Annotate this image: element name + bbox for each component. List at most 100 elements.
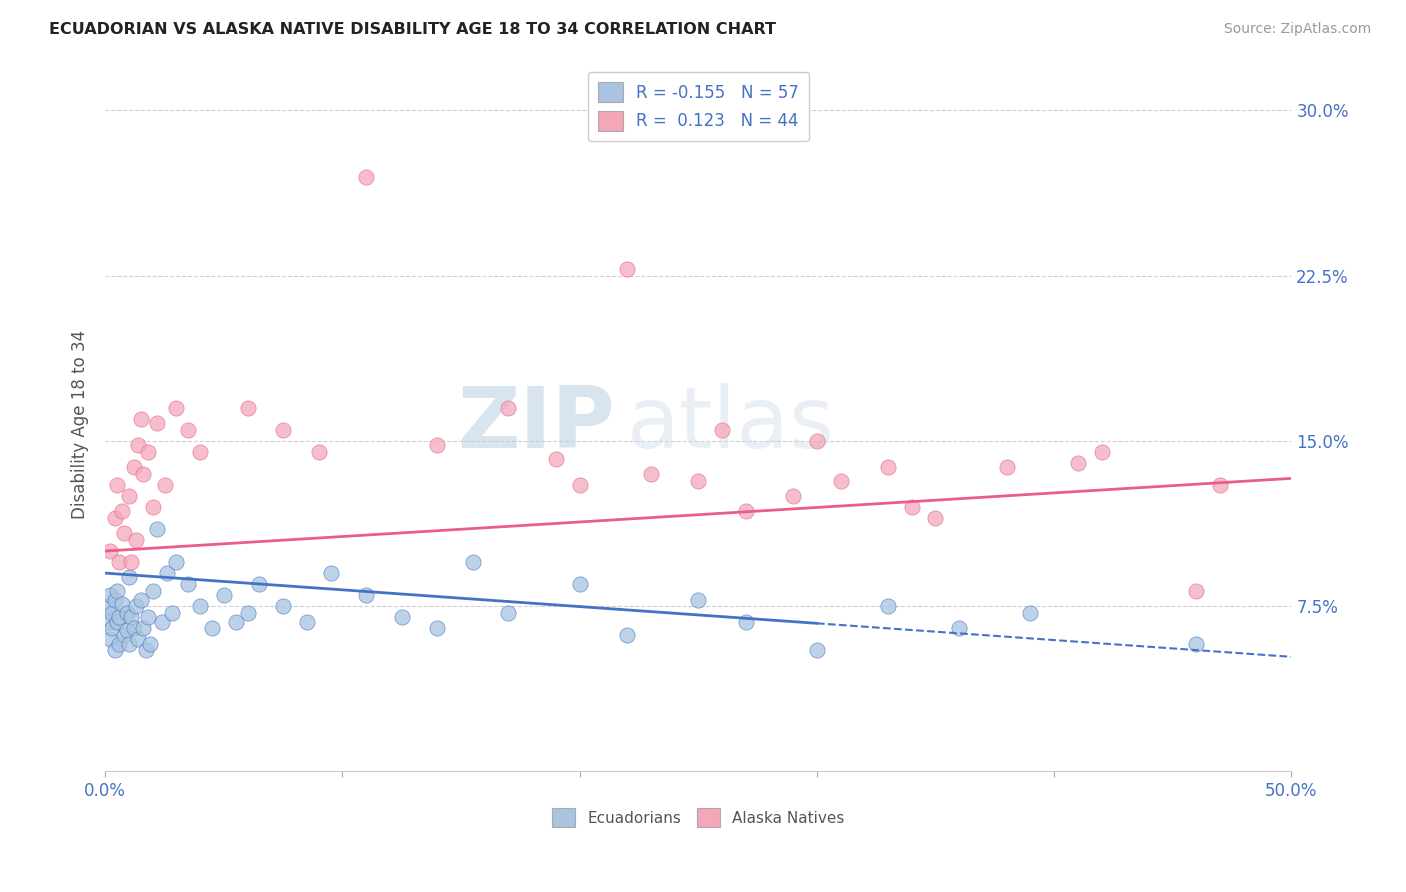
Point [271, 599, 294, 614]
Point [236, 606, 259, 620]
Point [1209, 478, 1232, 492]
Point [108, 610, 131, 624]
Point [108, 637, 131, 651]
Point [426, 621, 449, 635]
Point [995, 460, 1018, 475]
Point [98, 544, 121, 558]
Point [1067, 456, 1090, 470]
Point [156, 566, 179, 580]
Point [225, 615, 247, 629]
Point [112, 628, 135, 642]
Point [104, 592, 127, 607]
Point [132, 467, 155, 481]
Point [142, 500, 165, 514]
Point [1019, 606, 1042, 620]
Point [426, 438, 449, 452]
Point [111, 597, 134, 611]
Text: Source: ZipAtlas.com: Source: ZipAtlas.com [1223, 22, 1371, 37]
Point [125, 599, 148, 614]
Point [98, 588, 121, 602]
Point [498, 606, 520, 620]
Point [616, 628, 638, 642]
Point [544, 451, 567, 466]
Point [177, 577, 200, 591]
Point [236, 401, 259, 415]
Point [734, 504, 756, 518]
Point [105, 583, 128, 598]
Point [319, 566, 342, 580]
Point [165, 555, 187, 569]
Point [877, 460, 900, 475]
Point [295, 615, 318, 629]
Y-axis label: Disability Age 18 to 34: Disability Age 18 to 34 [72, 330, 89, 519]
Point [201, 621, 224, 635]
Point [127, 632, 149, 647]
Point [354, 169, 377, 184]
Point [101, 606, 124, 620]
Point [118, 570, 141, 584]
Point [97, 599, 120, 614]
Point [136, 445, 159, 459]
Point [616, 262, 638, 277]
Point [1185, 637, 1208, 651]
Text: ECUADORIAN VS ALASKA NATIVE DISABILITY AGE 18 TO 34 CORRELATION CHART: ECUADORIAN VS ALASKA NATIVE DISABILITY A… [49, 22, 776, 37]
Point [122, 460, 145, 475]
Point [354, 588, 377, 602]
Point [150, 615, 173, 629]
Point [711, 423, 734, 437]
Point [1185, 583, 1208, 598]
Point [146, 522, 169, 536]
Point [160, 606, 183, 620]
Point [105, 478, 128, 492]
Point [688, 592, 710, 607]
Point [806, 643, 828, 657]
Point [139, 637, 162, 651]
Point [136, 610, 159, 624]
Point [188, 599, 211, 614]
Point [132, 621, 155, 635]
Text: atlas: atlas [627, 383, 835, 466]
Text: ZIP: ZIP [457, 383, 616, 466]
Point [122, 621, 145, 635]
Point [249, 577, 271, 591]
Point [782, 489, 804, 503]
Point [146, 417, 169, 431]
Point [461, 555, 484, 569]
Point [115, 624, 138, 638]
Point [640, 467, 662, 481]
Point [129, 592, 152, 607]
Point [734, 615, 756, 629]
Point [111, 504, 134, 518]
Point [125, 533, 148, 547]
Point [120, 610, 142, 624]
Point [568, 577, 591, 591]
Point [498, 401, 520, 415]
Point [129, 412, 152, 426]
Point [115, 606, 138, 620]
Point [101, 621, 124, 635]
Point [271, 423, 294, 437]
Point [112, 526, 135, 541]
Point [118, 489, 141, 503]
Point [688, 474, 710, 488]
Point [1090, 445, 1112, 459]
Point [118, 637, 141, 651]
Point [97, 615, 120, 629]
Point [806, 434, 828, 448]
Point [153, 478, 176, 492]
Point [142, 583, 165, 598]
Point [98, 632, 121, 647]
Point [104, 643, 127, 657]
Point [127, 438, 149, 452]
Point [188, 445, 211, 459]
Point [877, 599, 900, 614]
Point [308, 445, 330, 459]
Point [105, 615, 128, 629]
Point [135, 643, 157, 657]
Point [212, 588, 235, 602]
Point [568, 478, 591, 492]
Point [900, 500, 922, 514]
Point [830, 474, 852, 488]
Point [120, 555, 142, 569]
Legend: Ecuadorians, Alaska Natives: Ecuadorians, Alaska Natives [547, 802, 851, 833]
